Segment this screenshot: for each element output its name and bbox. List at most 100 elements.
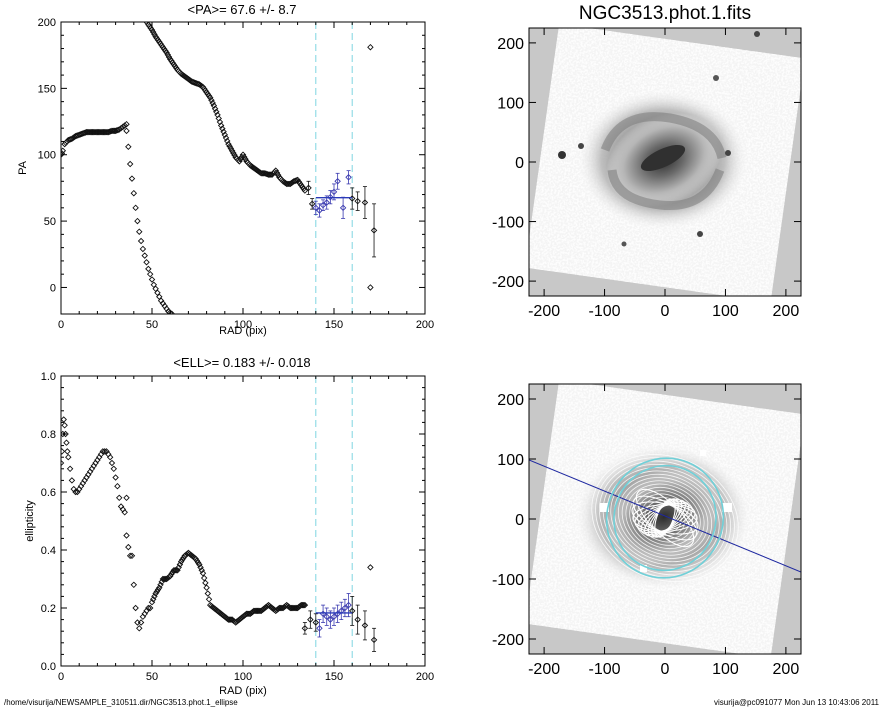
ell-point: [136, 625, 143, 632]
pa-ytick-label: 0: [50, 282, 56, 294]
pa-outlier: [367, 284, 374, 291]
star: [725, 150, 731, 156]
pa-point: [139, 245, 147, 253]
pa-point: [67, 136, 74, 143]
pa-point: [319, 201, 327, 209]
img-top-ytick-label: 100: [497, 95, 524, 112]
pa-point: [117, 124, 125, 132]
ell-point: [179, 556, 186, 563]
pa-ytick-label: 150: [38, 83, 56, 95]
img-bot-xtick-label: 200: [773, 661, 800, 678]
ell-plot-frame: [60, 375, 426, 667]
pa-point: [121, 122, 128, 129]
img-bot-ytick-label: 200: [497, 392, 524, 409]
pa-ylabel: PA: [17, 160, 29, 175]
pa-point: [111, 127, 118, 135]
ell-point: [192, 555, 199, 562]
pa-point: [125, 143, 132, 151]
ell-point: [61, 448, 66, 455]
pa-point: [361, 199, 369, 206]
ell-point: [61, 459, 65, 467]
pa-point: [134, 217, 141, 225]
pa-point: [345, 174, 352, 181]
pa-point: [211, 105, 219, 112]
img-top-xtick-label: 100: [712, 303, 739, 320]
ell-point: [345, 601, 352, 609]
ell-point: [145, 604, 152, 612]
isophote-ellipse: [617, 477, 713, 559]
ell-point: [72, 488, 79, 496]
pa-point: [228, 147, 236, 154]
ell-point: [108, 459, 116, 467]
pa-point: [208, 97, 215, 104]
img-bot-xtick-label: -100: [589, 661, 621, 678]
isophote-ellipse: [606, 467, 724, 569]
pa-point: [339, 204, 347, 212]
star: [621, 241, 627, 247]
ell-point: [65, 453, 72, 461]
ell-point: [116, 494, 123, 502]
ell-point: [66, 465, 74, 473]
ell-point: [125, 543, 132, 551]
pa-point: [308, 200, 316, 208]
pa-point: [225, 140, 232, 148]
pa-point: [237, 155, 244, 163]
ell-point: [132, 604, 139, 612]
pa-plot-frame: [60, 21, 426, 315]
img-bot-ytick-label: 100: [497, 452, 524, 469]
ell-point: [341, 604, 349, 612]
ell-point: [106, 453, 114, 461]
ell-point: [199, 569, 207, 577]
pa-ytick-label: 200: [38, 17, 56, 29]
pa-point: [119, 123, 127, 131]
ell-point: [197, 564, 204, 571]
ell-point: [226, 616, 233, 623]
ell-point: [137, 619, 145, 626]
pa-point: [137, 237, 145, 245]
isophote-ellipse: [595, 457, 735, 579]
pa-point: [236, 158, 243, 165]
pa-point: [213, 108, 220, 116]
pa-point: [63, 138, 71, 145]
pa-point: [130, 189, 138, 197]
pa-title: <PA>= 67.6 +/- 8.7: [188, 2, 297, 17]
img-top-ytick-label: 200: [497, 36, 524, 53]
img-bot-xtick-label: -200: [528, 661, 560, 678]
ell-point: [196, 561, 203, 568]
ell-point: [370, 636, 378, 644]
star: [558, 151, 566, 159]
pa-point: [327, 193, 334, 201]
isophote-ellipse: [621, 480, 709, 556]
ell-ytick-label: 1.0: [41, 371, 56, 383]
ell-point: [146, 604, 154, 612]
img-top-ytick-label: -100: [492, 215, 524, 232]
img-bot-xtick-label: 0: [661, 661, 670, 678]
ell-point: [61, 430, 67, 438]
pa-point: [223, 137, 231, 145]
spiral-arm: [607, 168, 725, 211]
ell-point: [203, 584, 210, 591]
inner-ellipse: [632, 504, 698, 532]
pa-point: [227, 145, 235, 152]
fit-boundary-ellipse: [613, 464, 717, 572]
ell-outlier: [367, 564, 374, 571]
ell-point: [198, 567, 205, 574]
pa-point: [354, 197, 361, 205]
isophote-ellipse: [625, 483, 705, 553]
img-top-xtick-label: -100: [589, 303, 621, 320]
ell-point: [312, 619, 320, 626]
pa-point: [163, 305, 170, 312]
ell-ytick-label: 0.4: [41, 545, 56, 557]
star: [578, 143, 584, 149]
ell-point: [114, 482, 121, 490]
pa-point: [240, 153, 248, 161]
pa-point: [163, 49, 170, 56]
img-top-xtick-label: -200: [528, 303, 560, 320]
ell-xtick-label: 100: [234, 671, 252, 683]
isophote-image-panel: -200 -100 0 100 200 -200 -100 0 100 200: [492, 383, 802, 678]
ell-point: [112, 474, 119, 481]
ell-point: [177, 558, 185, 565]
ell-point: [194, 559, 202, 566]
pa-point: [113, 127, 121, 134]
pa-point: [267, 171, 275, 178]
